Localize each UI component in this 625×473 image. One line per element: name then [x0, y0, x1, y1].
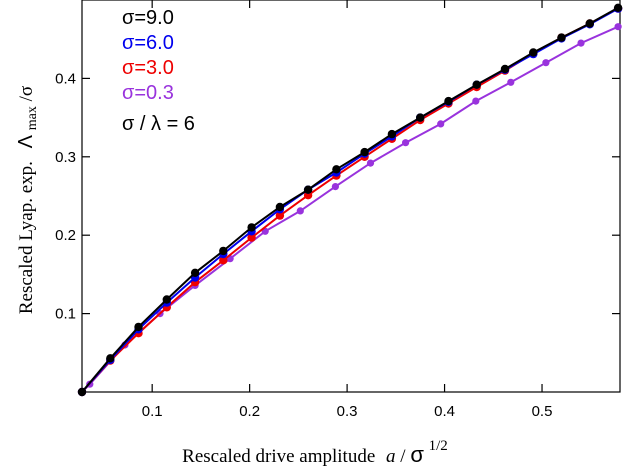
legend: σ=9.0 σ=6.0 σ=3.0 σ=0.3: [122, 7, 174, 104]
series-0: [77, 3, 623, 397]
y-tick-label: 0.4: [55, 70, 76, 87]
y-tick-label: 0.3: [55, 149, 76, 166]
data-point: [472, 80, 481, 89]
x-tick-label: 0.3: [337, 403, 358, 420]
data-point: [247, 233, 256, 242]
axis-ticks: [82, 0, 620, 392]
data-point: [162, 295, 171, 304]
tick-labels: 0.1 0.2 0.3 0.4 0.5 0.1 0.2 0.3 0.4: [55, 70, 552, 420]
data-point: [557, 33, 566, 42]
data-point: [500, 64, 510, 74]
legend-entry: σ=6.0: [122, 32, 174, 54]
y-axis-label-text: Rescaled Lyap. exp.: [16, 161, 37, 314]
data-point: [332, 165, 341, 174]
data-point: [303, 185, 313, 194]
data-point: [190, 268, 200, 277]
y-tick-label: 0.1: [55, 306, 76, 323]
x-axis-label: Rescaled drive amplitude a / σ 1/2: [182, 438, 448, 467]
data-point: [106, 354, 115, 363]
data-point: [542, 59, 550, 67]
plot-frame: [81, 0, 621, 393]
ratio-annotation: σ / λ = 6: [122, 113, 195, 135]
data-point: [472, 97, 480, 105]
data-point: [219, 246, 228, 256]
data-point: [577, 39, 585, 47]
x-axis-label-exp: 1/2: [429, 438, 448, 454]
x-axis-label-sym: σ: [410, 442, 424, 467]
x-axis-label-text: Rescaled drive amplitude: [182, 446, 375, 467]
data-point: [437, 120, 445, 128]
legend-entry: σ=3.0: [122, 57, 174, 79]
x-tick-label: 0.1: [142, 403, 163, 420]
data-point: [247, 223, 256, 232]
data-point: [507, 78, 515, 86]
data-point: [360, 147, 369, 157]
x-tick-label: 0.4: [434, 403, 455, 420]
data-point: [387, 129, 397, 139]
data-point: [275, 211, 285, 220]
data-point: [416, 113, 425, 122]
data-point: [366, 159, 375, 167]
plot-area: [77, 0, 623, 397]
data-point: [402, 139, 410, 147]
x-tick-label: 0.5: [532, 403, 553, 420]
series-line: [81, 7, 619, 393]
x-tick-label: 0.2: [239, 403, 260, 420]
series-line: [81, 6, 619, 393]
x-axis-label-sep: /: [400, 446, 410, 467]
data-point: [585, 19, 594, 28]
y-axis-label: Rescaled Lyap. exp. Λ max /σ: [15, 86, 41, 314]
legend-entry: σ=9.0: [122, 7, 174, 29]
data-point: [77, 387, 87, 397]
data-point: [444, 96, 453, 106]
data-point: [219, 256, 228, 265]
data-point: [331, 183, 339, 191]
y-tick-label: 0.2: [55, 227, 76, 244]
y-axis-label-sym: Λ: [15, 134, 37, 148]
y-axis-label-sub: max: [25, 106, 40, 130]
x-axis-label-var: a: [386, 446, 396, 467]
data-point: [275, 202, 285, 212]
data-point: [614, 23, 622, 31]
y-axis-label-tail: /σ: [16, 86, 37, 102]
data-point: [296, 207, 304, 215]
data-point: [134, 322, 143, 332]
data-point: [529, 48, 538, 57]
series-layer: [77, 3, 623, 397]
legend-entry: σ=0.3: [122, 82, 174, 104]
data-point: [613, 3, 623, 12]
